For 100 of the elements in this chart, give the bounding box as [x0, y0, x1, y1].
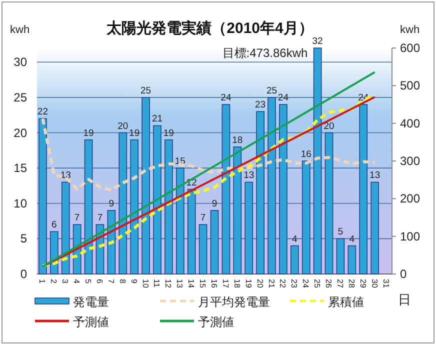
data-label: 25: [140, 85, 152, 96]
bar: [279, 104, 288, 274]
bar: [210, 210, 219, 274]
bar: [244, 182, 254, 274]
bar: [348, 245, 356, 274]
x-tick-label: 22: [278, 279, 288, 288]
y-axis-title: kwh: [10, 24, 30, 36]
data-label: 9: [108, 198, 114, 210]
y-tick-label: 10: [14, 196, 28, 210]
data-label: 24: [220, 92, 232, 104]
legend-label: 累積値: [328, 295, 364, 309]
y-tick-label: 30: [14, 55, 28, 70]
legend-label: 予測値: [198, 315, 234, 329]
x-tick-label: 14: [186, 279, 196, 288]
x-tick-label: 26: [324, 279, 334, 288]
x-tick-label: 17: [220, 279, 230, 288]
chart-title: 太陽光発電実績（2010年4月）: [106, 19, 314, 37]
y2-tick-label: 500: [400, 78, 420, 93]
data-label: 9: [212, 198, 218, 210]
x-tick-label: 10: [140, 279, 150, 288]
x-tick-label: 29: [358, 279, 368, 288]
data-label: 24: [278, 92, 288, 104]
data-label: 19: [83, 128, 94, 139]
x-axis-title: 日: [398, 292, 411, 307]
bar: [222, 104, 230, 274]
x-tick-label: 2: [49, 279, 58, 284]
x-tick-label: 3: [60, 279, 70, 284]
bar: [176, 168, 184, 274]
legend-label: 予測値: [73, 315, 109, 329]
x-tick-label: 25: [312, 279, 322, 288]
bar: [302, 160, 310, 274]
x-tick-label: 30: [370, 279, 379, 288]
data-label: 6: [52, 220, 57, 231]
data-label: 18: [232, 134, 243, 146]
data-label: 22: [37, 106, 48, 118]
x-tick-label: 5: [84, 279, 93, 284]
data-label: 7: [97, 212, 103, 224]
x-tick-label: 12: [164, 279, 173, 288]
data-label: 21: [152, 114, 163, 125]
y2-tick-label: 600: [400, 41, 420, 55]
y2-tick-label: 0: [400, 267, 407, 281]
y-tick-label: 0: [20, 267, 28, 281]
legend-label: 月平均発電量: [198, 295, 270, 309]
data-label: 7: [74, 212, 80, 224]
x-tick-label: 28: [346, 279, 356, 288]
x-tick-label: 11: [152, 279, 162, 288]
bar: [290, 245, 299, 274]
bar: [153, 125, 162, 274]
data-label: 7: [200, 212, 206, 224]
bar: [84, 139, 93, 274]
data-label: 5: [338, 226, 344, 238]
x-tick-label: 18: [232, 279, 242, 288]
bar: [164, 139, 173, 274]
x-tick-label: 6: [94, 279, 104, 284]
bar: [336, 238, 345, 274]
bar: [38, 118, 47, 274]
y2-tick-label: 100: [400, 229, 420, 244]
bar: [130, 139, 139, 274]
data-label: 32: [312, 36, 323, 47]
data-label: 13: [244, 170, 254, 182]
annotation: 目標:473.86kwh: [222, 46, 308, 60]
x-tick-label: 13: [175, 279, 184, 288]
x-tick-label: 20: [255, 279, 264, 288]
data-label: 23: [255, 100, 266, 111]
y-tick-label: 25: [14, 90, 28, 104]
x-tick-label: 8: [118, 279, 127, 284]
bar: [324, 132, 334, 274]
bar: [233, 146, 242, 274]
y-tick-label: 15: [14, 161, 28, 176]
x-tick-label: 7: [106, 279, 116, 284]
data-label: 25: [266, 85, 278, 96]
y-tick-label: 5: [20, 232, 28, 246]
bar: [118, 132, 128, 274]
data-label: 19: [129, 128, 140, 139]
x-tick-label: 9: [129, 279, 138, 284]
x-tick-label: 4: [72, 279, 82, 284]
bar: [187, 188, 196, 274]
data-label: 13: [370, 170, 380, 182]
bar: [256, 111, 264, 274]
bar: [142, 97, 150, 274]
x-tick-label: 27: [335, 279, 344, 288]
bar: [359, 104, 368, 274]
y2-tick-label: 400: [400, 116, 420, 130]
x-tick-label: 15: [198, 279, 208, 288]
x-tick-label: 23: [290, 279, 299, 288]
x-tick-label: 16: [210, 279, 218, 288]
x-tick-label: 31: [381, 279, 390, 288]
bar: [370, 182, 379, 274]
legend-label: 発電量: [73, 295, 109, 309]
y2-axis-title: kwh: [400, 24, 420, 36]
y2-tick-label: 200: [400, 192, 420, 206]
x-tick-label: 19: [244, 279, 253, 288]
y-tick-label: 20: [14, 126, 28, 140]
data-label: 16: [300, 149, 312, 160]
data-label: 20: [324, 120, 334, 132]
x-tick-label: 1: [38, 279, 47, 284]
x-tick-label: 24: [301, 279, 310, 288]
y2-tick-label: 300: [400, 154, 420, 168]
bar: [198, 224, 208, 274]
bar: [268, 97, 276, 274]
